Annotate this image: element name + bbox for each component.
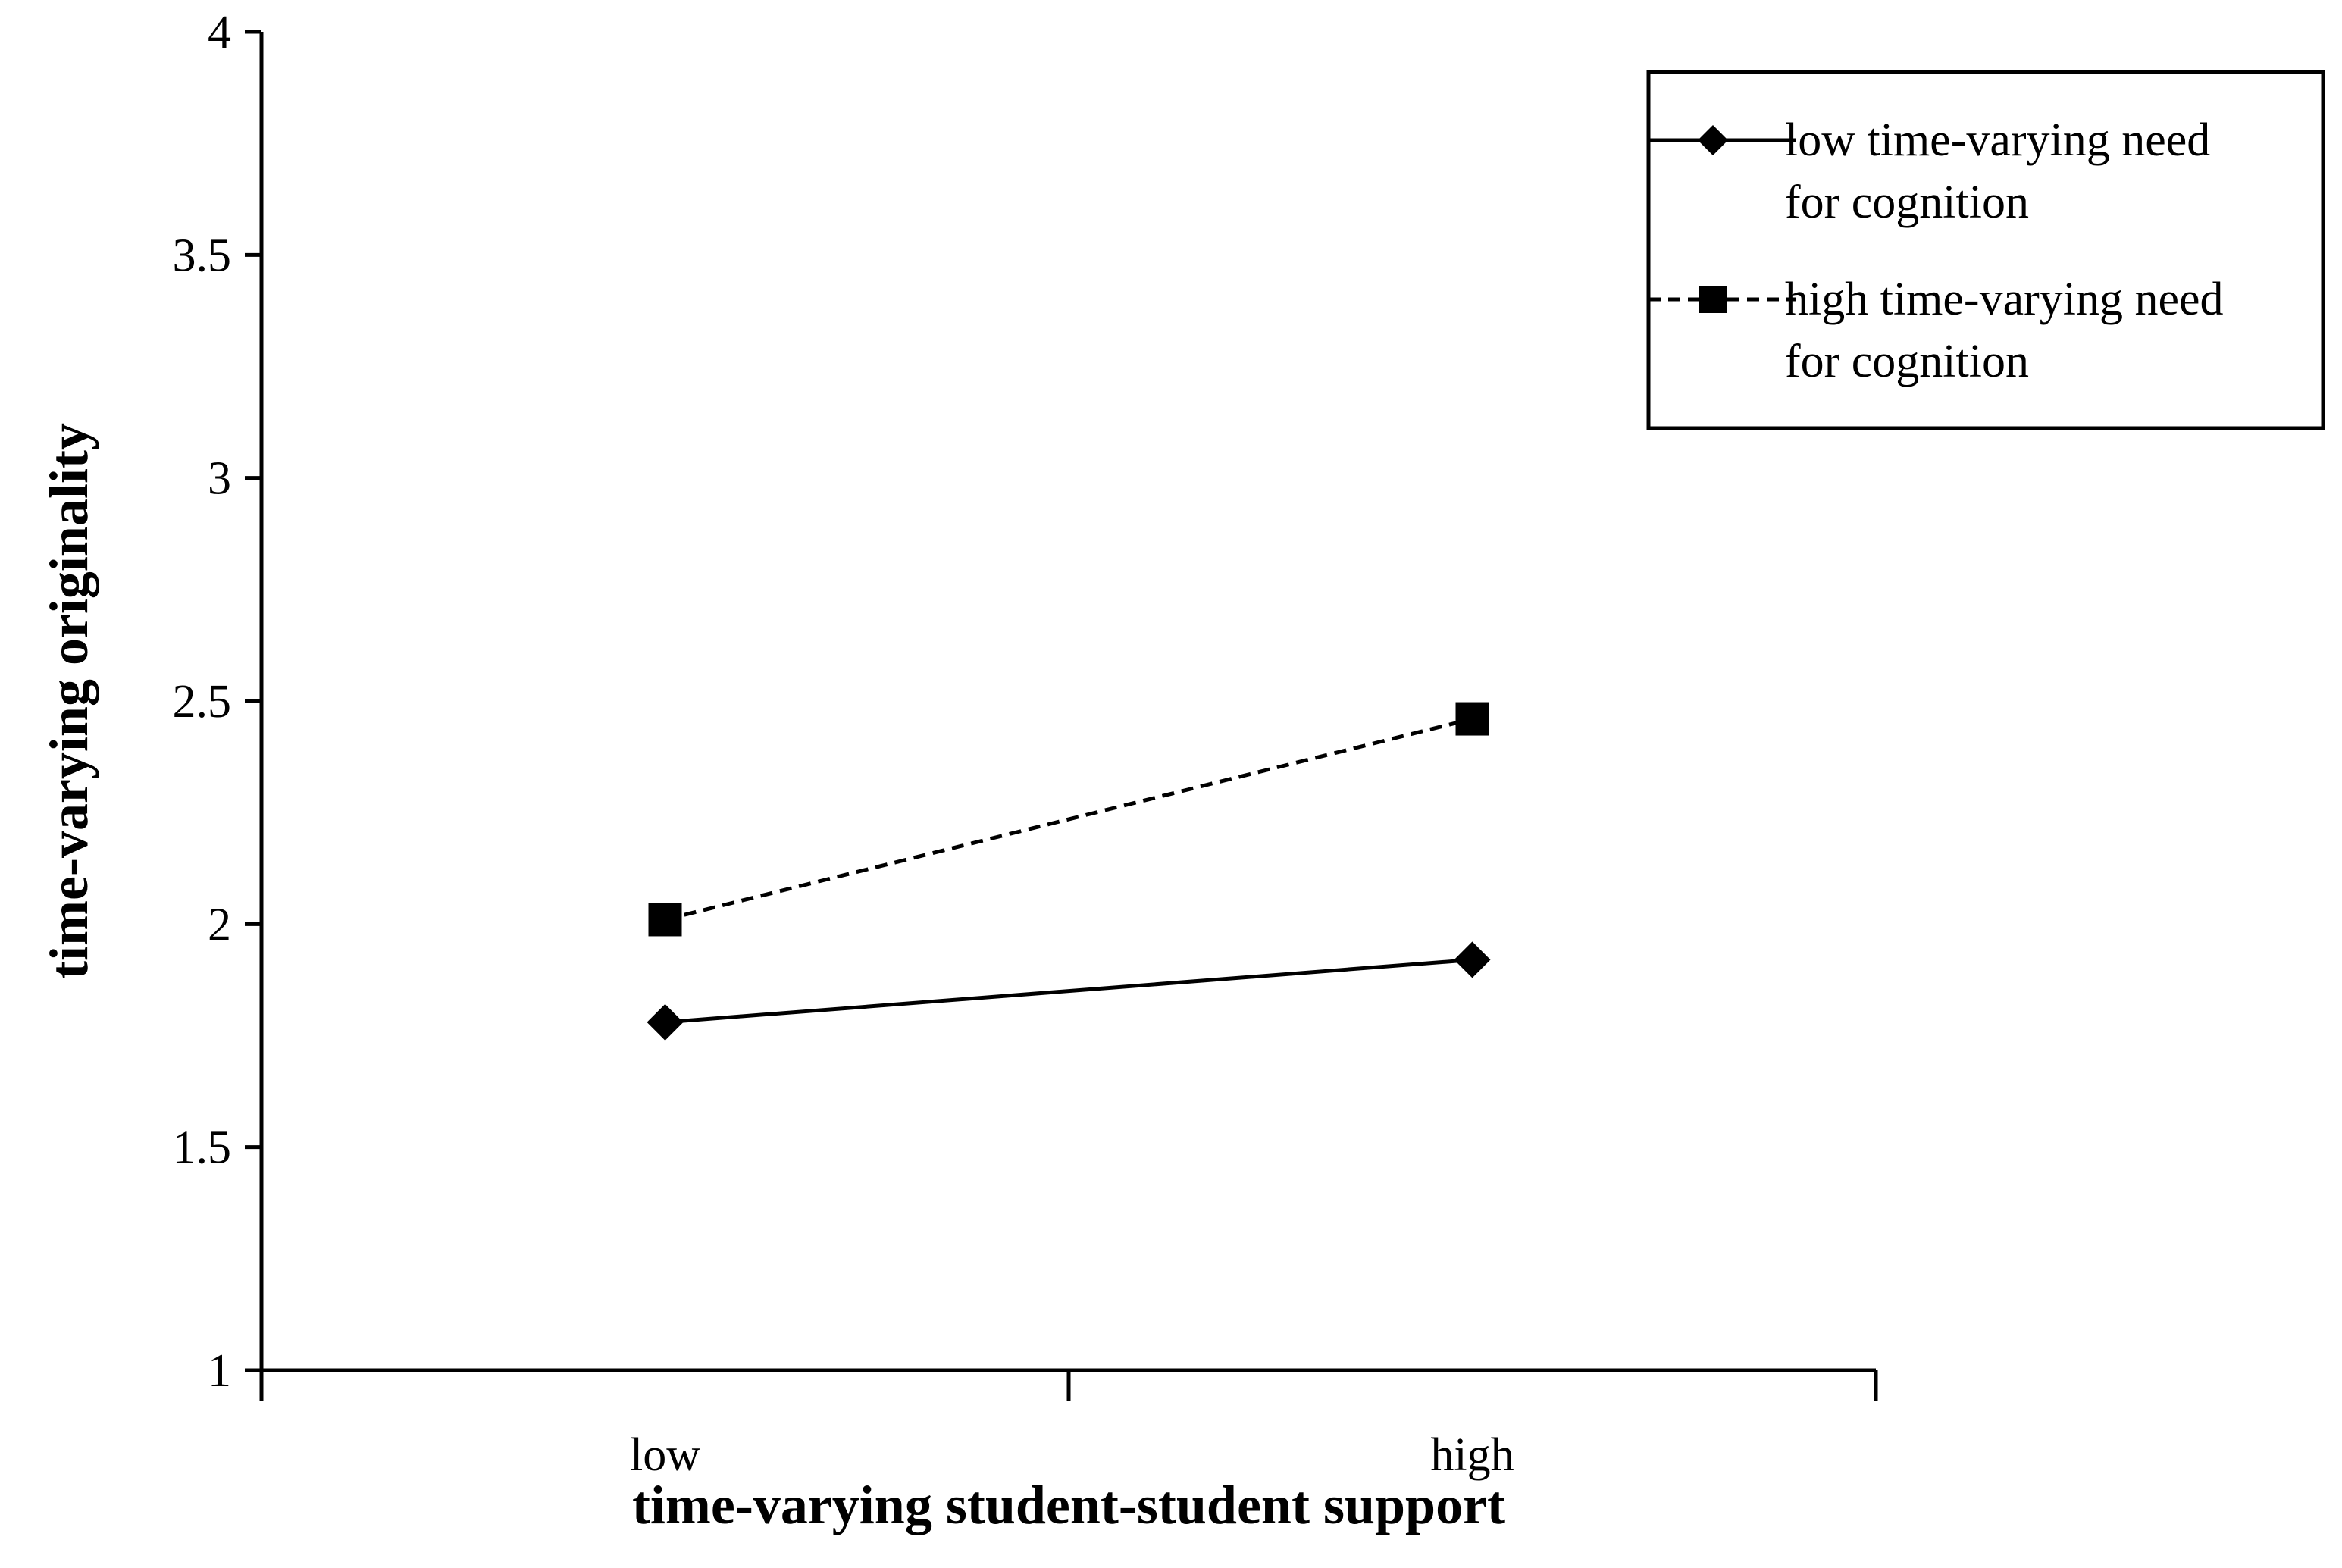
legend-marker — [1698, 125, 1728, 155]
legend-item: low time-varying need for cognition — [1648, 114, 2210, 228]
x-tick-label: high — [1430, 1429, 1514, 1481]
series-2 — [648, 702, 1489, 937]
y-tick-label: 1.5 — [173, 1122, 232, 1174]
y-tick-label: 1 — [208, 1345, 231, 1397]
x-axis-title: time-varying student-student support — [632, 1475, 1505, 1535]
x-ticks: low high — [259, 1370, 1878, 1481]
x-tick-label: low — [630, 1429, 700, 1481]
legend-label: low time-varying need — [1785, 114, 2210, 166]
y-ticks: 1 1.5 2 2.5 3 3.5 4 — [173, 7, 261, 1397]
data-point — [647, 1003, 684, 1041]
series-layer — [647, 702, 1491, 1041]
series-line — [665, 957, 1473, 1025]
y-axis-title: time-varying originality — [39, 423, 99, 979]
y-tick-label: 2.5 — [173, 676, 232, 728]
legend-label: for cognition — [1785, 177, 2029, 228]
y-tick-label: 4 — [208, 7, 231, 58]
legend-marker — [1699, 286, 1727, 313]
legend-box — [1646, 70, 2325, 430]
y-tick-label: 2 — [208, 899, 231, 950]
series-1 — [647, 941, 1491, 1041]
series-line — [664, 717, 1473, 922]
axes — [259, 32, 1876, 1372]
data-point — [648, 903, 682, 937]
data-point — [1455, 702, 1489, 736]
data-point — [1454, 941, 1491, 978]
legend-item: high time-varying need for cognition — [1648, 274, 2224, 387]
legend-label: high time-varying need — [1785, 274, 2224, 325]
legend-label: for cognition — [1785, 336, 2029, 387]
y-tick-label: 3 — [208, 453, 231, 505]
y-tick-label: 3.5 — [173, 230, 232, 281]
